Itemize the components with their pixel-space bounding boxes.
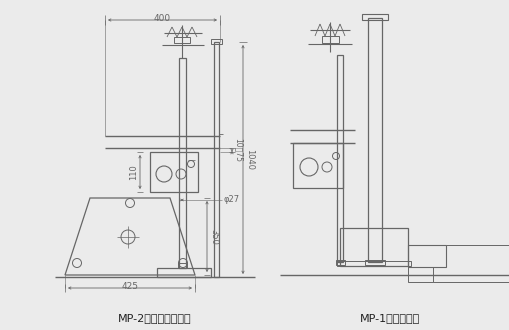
Bar xyxy=(336,261,410,266)
Bar xyxy=(150,152,197,192)
Bar xyxy=(340,228,407,266)
Bar xyxy=(321,36,338,43)
Text: 110: 110 xyxy=(129,164,138,180)
Bar xyxy=(335,260,344,265)
Bar xyxy=(211,39,221,44)
Bar xyxy=(178,263,187,268)
Text: φ27: φ27 xyxy=(223,195,240,205)
Bar xyxy=(407,245,445,267)
Bar xyxy=(364,260,384,265)
Text: 425: 425 xyxy=(121,282,138,291)
Bar xyxy=(214,42,218,277)
Text: MP-2（スタンド式）: MP-2（スタンド式） xyxy=(118,313,191,323)
Text: MP-1（組込式）: MP-1（組込式） xyxy=(359,313,419,323)
Bar xyxy=(179,58,186,268)
Bar xyxy=(336,55,343,262)
Bar xyxy=(157,268,211,277)
Text: 400: 400 xyxy=(154,14,171,23)
Text: 350: 350 xyxy=(209,229,217,245)
Bar xyxy=(367,18,381,262)
Bar xyxy=(361,14,387,20)
Bar xyxy=(407,267,432,282)
Text: 1040: 1040 xyxy=(244,149,253,170)
Text: 10～75: 10～75 xyxy=(234,138,242,162)
Bar xyxy=(174,37,190,43)
Bar xyxy=(293,143,343,188)
